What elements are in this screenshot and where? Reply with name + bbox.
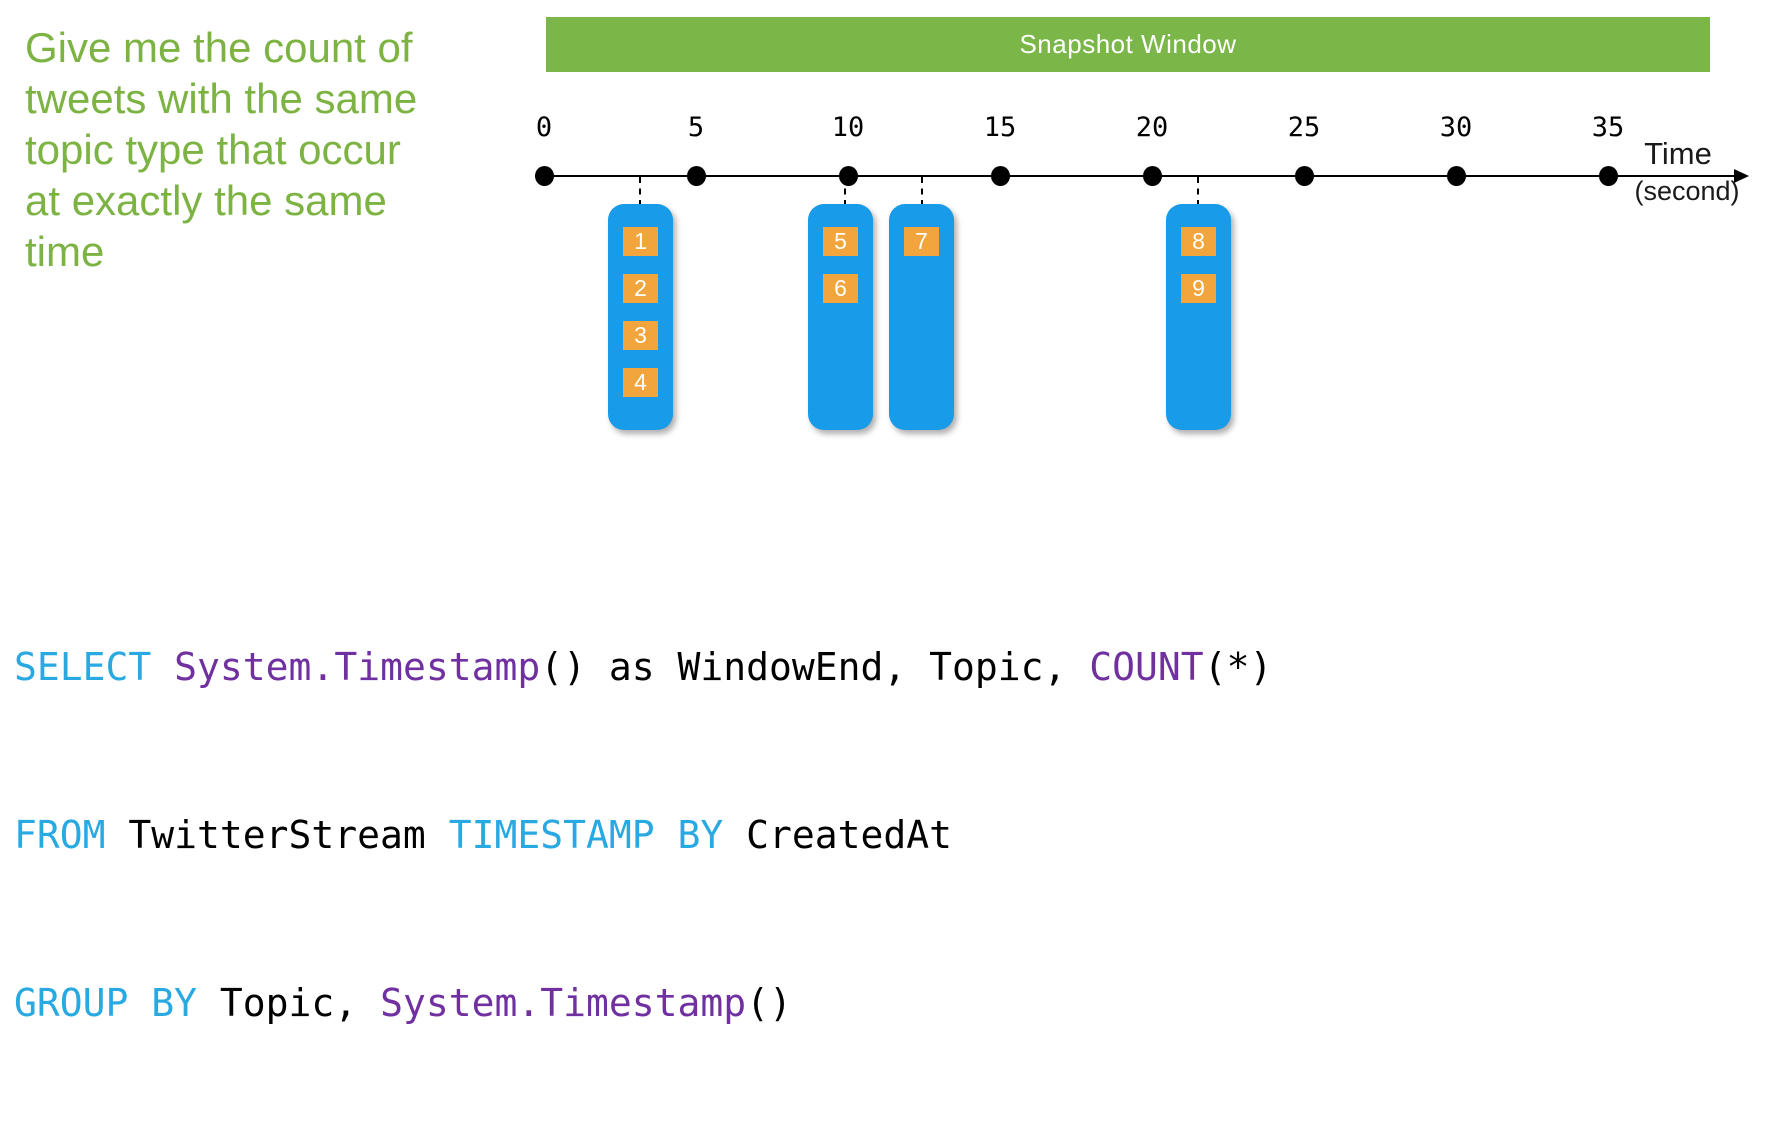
axis-arrowhead-icon [1734,169,1749,183]
event-badge: 5 [823,227,858,256]
sql-token: () as WindowEnd, Topic, [540,645,1090,689]
timeline-dot [839,166,858,186]
sql-line: GROUP BY Topic, System.Timestamp() [14,975,1272,1031]
event-connector [639,177,641,206]
event-group: 8 9 [1166,204,1231,430]
event-connector [844,177,846,206]
sql-line: FROM TwitterStream TIMESTAMP BY CreatedA… [14,807,1272,863]
sql-token: System.Timestamp [380,981,747,1025]
query-line: topic type that occur [25,126,401,173]
event-badge: 8 [1181,227,1216,256]
event-group: 1 2 3 4 [608,204,673,430]
sql-token: FROM [14,813,106,857]
time-axis-unit: (second) [1634,176,1740,206]
sql-token: TwitterStream [105,813,449,857]
tick-label: 20 [1135,112,1169,143]
sql-token: GROUP BY [14,981,198,1025]
sql-token: COUNT [1089,645,1204,689]
time-axis-label: Time [1644,136,1712,171]
tick-label: 0 [535,112,553,143]
query-line: tweets with the same [25,75,418,122]
query-line: at exactly the same [25,177,387,224]
event-badge: 7 [904,227,939,256]
timeline-dot [687,166,706,186]
query-description: Give me the count of tweets with the sam… [25,22,495,277]
tick-label: 15 [983,112,1017,143]
event-badge: 3 [623,321,658,350]
tick-label: 35 [1591,112,1625,143]
timeline-dot [535,166,554,186]
event-group: 7 [889,204,954,430]
timeline-dot [1447,166,1466,186]
event-connector [921,177,923,206]
sql-token: CreatedAt [723,813,953,857]
tick-label: 5 [687,112,705,143]
timeline-dot [1295,166,1314,186]
sql-token: Topic, [197,981,381,1025]
timeline-axis [535,175,1738,177]
timeline-dot [1599,166,1618,186]
sql-token: System.Timestamp [174,645,541,689]
event-group: 5 6 [808,204,873,430]
tick-label: 25 [1287,112,1321,143]
event-badge: 6 [823,274,858,303]
event-connector [1197,177,1199,206]
timeline-dot [991,166,1010,186]
tick-label: 10 [831,112,865,143]
sql-token [151,645,174,689]
tick-label: 30 [1439,112,1473,143]
banner-label: Snapshot Window [1019,29,1237,59]
event-badge: 4 [623,368,658,397]
event-badge: 2 [623,274,658,303]
sql-token: SELECT [14,645,152,689]
timeline-dot [1143,166,1162,186]
sql-token: (*) [1203,645,1273,689]
sql-token: () [746,981,792,1025]
sql-line: SELECT System.Timestamp() as WindowEnd, … [14,639,1272,695]
event-badge: 1 [623,227,658,256]
sql-query: SELECT System.Timestamp() as WindowEnd, … [14,527,1272,1143]
slide-canvas: Give me the count of tweets with the sam… [14,17,1749,1025]
snapshot-window-banner: Snapshot Window [546,17,1710,72]
query-line: time [25,228,105,275]
event-badge: 9 [1181,274,1216,303]
query-line: Give me the count of [25,24,413,71]
sql-token: TIMESTAMP BY [448,813,724,857]
